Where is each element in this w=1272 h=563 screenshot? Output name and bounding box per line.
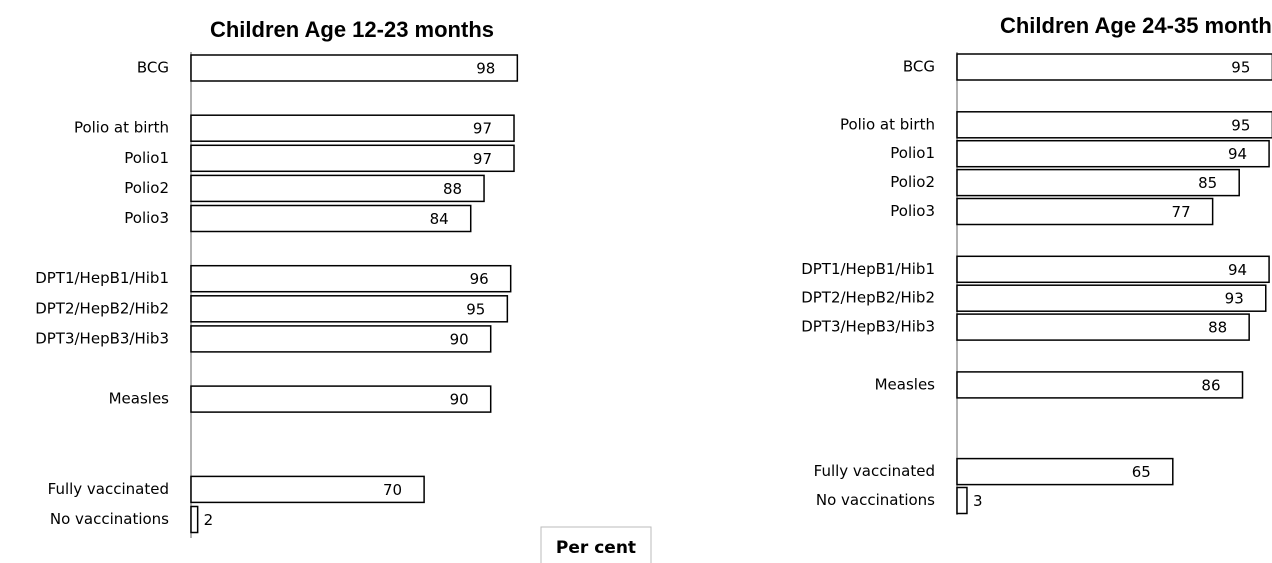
bar [190,505,199,534]
value-label: 95 [1231,59,1250,77]
value-label: 65 [1132,463,1151,481]
value-label: 90 [450,391,469,409]
value-label: 97 [473,120,492,138]
value-label: 2 [204,511,214,529]
value-label: 84 [430,210,449,228]
value-label: 95 [466,300,485,318]
category-label: DPT1/HepB1/Hib1 [801,260,935,278]
bar [956,168,1240,197]
category-label: Polio at birth [840,115,935,133]
category-label: Measles [109,390,170,408]
bar [190,204,472,233]
value-label: 97 [473,150,492,168]
bar [956,284,1267,312]
category-label: No vaccinations [816,491,935,509]
bar [956,197,1214,226]
value-label: 77 [1172,203,1191,221]
chart-title: Children Age 24-35 months [1000,13,1272,38]
bar [190,325,492,353]
chart-title: Children Age 12-23 months [210,17,494,42]
category-label: Polio2 [890,173,935,191]
bar [190,54,519,82]
value-label: 95 [1231,116,1250,134]
bar [956,371,1244,399]
bar [190,295,509,323]
category-label: No vaccinations [50,510,169,528]
axis-label-box [540,526,652,563]
category-label: Polio2 [124,179,169,197]
bar [956,255,1270,284]
category-label: Polio1 [890,144,935,162]
category-label: Polio at birth [74,119,169,137]
bar [956,313,1250,341]
bar [190,144,515,173]
category-label: DPT3/HepB3/Hib3 [35,329,169,347]
value-label: 96 [470,270,489,288]
value-label: 85 [1198,174,1217,192]
value-label: 98 [476,60,495,78]
value-label: 88 [443,180,462,198]
bar [190,114,515,142]
value-label: 88 [1208,319,1227,337]
category-label: DPT2/HepB2/Hib2 [35,299,169,317]
category-label: DPT2/HepB2/Hib2 [801,289,935,307]
value-label: 94 [1228,261,1247,279]
bar [956,486,968,515]
axis-label: Per cent [556,538,636,558]
bar [190,475,425,504]
bar [190,174,485,203]
value-label: 90 [450,330,469,348]
value-label: 93 [1225,290,1244,308]
category-label: DPT3/HepB3/Hib3 [801,318,935,336]
bar [190,385,492,413]
bar [190,264,512,293]
category-label: BCG [137,59,169,77]
category-label: Measles [875,375,936,393]
category-label: Fully vaccinated [814,462,935,480]
category-label: DPT1/HepB1/Hib1 [35,269,169,287]
category-label: Polio1 [124,149,169,167]
category-label: Polio3 [124,209,169,227]
category-label: Fully vaccinated [48,480,169,498]
bar [956,111,1272,139]
value-label: 86 [1201,376,1220,394]
bar [956,139,1270,168]
value-label: 94 [1228,145,1247,163]
category-label: Polio3 [890,202,935,220]
value-label: 70 [383,481,402,499]
bar [956,457,1174,486]
category-label: BCG [903,58,935,76]
bar [956,53,1272,81]
value-label: 3 [973,492,983,510]
